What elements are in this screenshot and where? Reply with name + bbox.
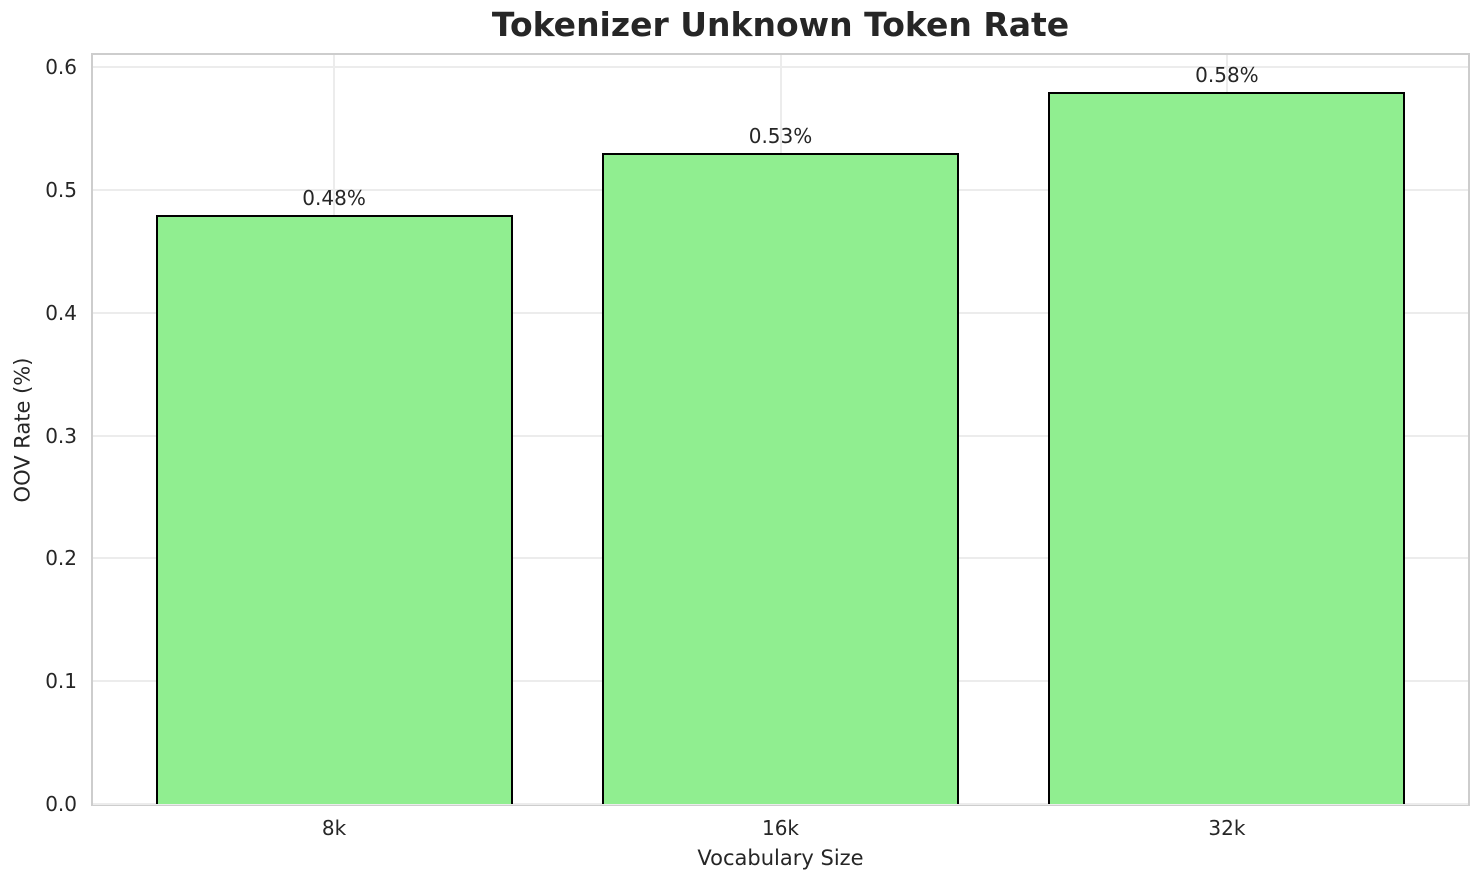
plot-area: 0.48% 0.53% 0.58%: [91, 53, 1470, 806]
y-tick-label: 0.6: [45, 55, 77, 80]
x-tick-label: 8k: [321, 816, 347, 840]
y-tick-label: 0.3: [45, 423, 77, 448]
y-tick-label: 0.5: [45, 178, 77, 203]
y-tick-label: 0.1: [45, 669, 77, 694]
bar-value-label: 0.48%: [302, 185, 366, 210]
y-gridline: [93, 803, 1468, 805]
y-tick-label: 0.0: [45, 792, 77, 816]
y-tick-label: 0.2: [45, 546, 77, 571]
bar-value-label: 0.58%: [1195, 62, 1259, 87]
bar-value-label: 0.53%: [748, 124, 813, 149]
bar: [1048, 91, 1406, 804]
y-tick-label: 0.4: [45, 300, 77, 325]
x-tick-label: 32k: [1208, 816, 1246, 840]
x-axis-label: Vocabulary Size: [697, 846, 864, 870]
bar: [601, 153, 960, 804]
bar: [155, 214, 513, 804]
x-tick-label: 16k: [761, 816, 800, 840]
chart-title: Tokenizer Unknown Token Rate: [491, 5, 1070, 44]
